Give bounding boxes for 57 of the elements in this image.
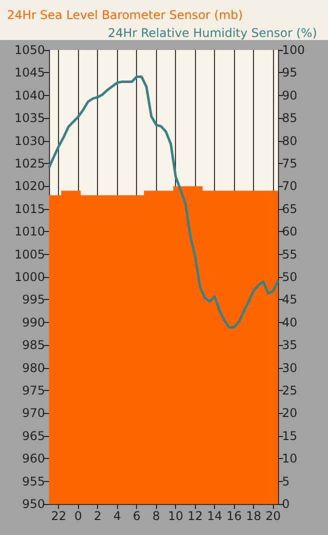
y2-tick-label: 50 — [282, 270, 298, 284]
y2-tick-label: 65 — [282, 202, 298, 216]
y-tick-label: 960 — [22, 452, 45, 466]
y-tick-label: 1010 — [14, 224, 45, 239]
y-tick-label: 1040 — [14, 88, 45, 102]
y-tick-label: 950 — [22, 497, 45, 511]
y-tick-label: 965 — [22, 428, 45, 443]
y-axis-title: 24Hr Sea Level Barometer Sensor (mb) — [7, 8, 243, 22]
x-tick-label: 10 — [168, 509, 184, 523]
y2-tick-label: 85 — [282, 111, 298, 126]
y-tick-label: 1005 — [14, 247, 45, 262]
y2-tick-label: 90 — [282, 88, 298, 102]
x-tick-label: 8 — [152, 509, 160, 523]
y-tick-label: 1000 — [14, 270, 45, 284]
y2-tick-label: 80 — [282, 134, 298, 148]
y-tick-label: 995 — [22, 292, 45, 307]
y-tick-label: 1050 — [14, 43, 45, 57]
y-tick-label: 975 — [22, 384, 45, 398]
y2-tick-label: 0 — [282, 497, 290, 511]
x-tick-label: 4 — [113, 509, 122, 523]
y2-tick-label: 55 — [282, 247, 298, 262]
y-tick-label: 970 — [22, 406, 45, 420]
y-tick-label: 955 — [22, 474, 45, 488]
y2-axis-title: 24Hr Relative Humidity Sensor (%) — [108, 26, 317, 40]
y2-tick-label: 15 — [282, 428, 298, 443]
x-tick-label: 20 — [265, 509, 281, 523]
y-tick-label: 1045 — [14, 66, 45, 80]
y-tick-label: 1025 — [14, 156, 45, 170]
y2-tick-label: 45 — [282, 292, 298, 307]
y2-tick-label: 30 — [282, 360, 298, 375]
y2-tick-label: 10 — [282, 452, 298, 466]
y-tick-label: 1020 — [14, 179, 45, 194]
y-tick-label: 1015 — [14, 202, 45, 216]
x-tick-label: 22 — [51, 509, 66, 523]
y2-tick-label: 95 — [282, 66, 298, 80]
x-tick-label: 12 — [188, 509, 203, 523]
x-tick-label: 6 — [132, 509, 141, 523]
x-tick-label: 2 — [94, 509, 102, 523]
y-tick-label: 980 — [22, 360, 45, 375]
y2-tick-label: 25 — [282, 384, 298, 398]
y2-tick-label: 5 — [282, 474, 290, 488]
y-tick-label: 1035 — [14, 111, 45, 126]
y2-tick-label: 70 — [282, 179, 298, 194]
x-tick-label: 16 — [226, 509, 242, 523]
y2-tick-label: 20 — [282, 406, 298, 420]
y2-tick-label: 60 — [282, 224, 298, 239]
x-tick-label: 18 — [246, 509, 262, 523]
y2-tick-label: 35 — [282, 338, 298, 352]
y-tick-label: 1030 — [14, 134, 45, 148]
x-tick-label: 0 — [74, 509, 82, 523]
y-tick-label: 985 — [22, 338, 45, 352]
y-tick-label: 990 — [22, 315, 45, 330]
y2-tick-label: 75 — [282, 156, 298, 170]
y2-tick-label: 100 — [282, 43, 305, 57]
y2-tick-label: 40 — [282, 315, 298, 330]
line-series — [48, 76, 280, 329]
x-tick-label: 14 — [207, 509, 222, 523]
